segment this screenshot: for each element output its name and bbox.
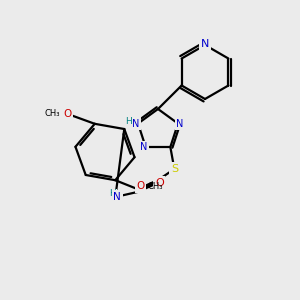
Text: CH₃: CH₃ xyxy=(45,109,61,118)
Text: N: N xyxy=(201,39,209,49)
Text: S: S xyxy=(171,164,178,174)
Text: O: O xyxy=(155,178,164,188)
Text: O: O xyxy=(64,109,72,119)
Text: N: N xyxy=(113,192,121,202)
Text: CH₃: CH₃ xyxy=(148,182,163,191)
Text: N: N xyxy=(140,142,147,152)
Text: H: H xyxy=(109,190,116,199)
Text: H: H xyxy=(125,117,131,126)
Text: N: N xyxy=(132,118,140,128)
Text: O: O xyxy=(136,181,144,191)
Text: N: N xyxy=(176,118,184,128)
